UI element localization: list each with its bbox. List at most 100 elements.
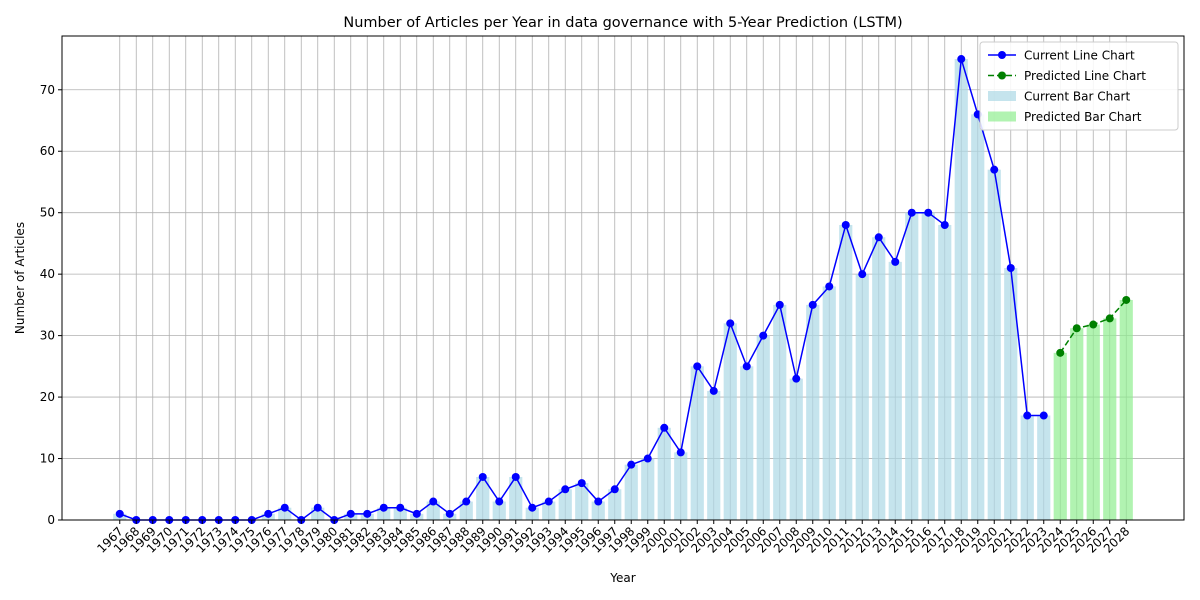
y-tick-label: 50 <box>40 206 55 220</box>
lines <box>115 55 1131 524</box>
bar <box>1086 324 1100 520</box>
point <box>115 509 124 518</box>
point <box>676 448 685 457</box>
bar <box>1119 299 1133 520</box>
bar <box>1053 352 1067 520</box>
point <box>940 220 949 229</box>
point <box>313 503 322 512</box>
point <box>610 485 619 494</box>
bar <box>558 489 572 520</box>
bar <box>954 59 968 521</box>
bar <box>987 169 1001 520</box>
point <box>1105 314 1114 323</box>
point <box>1089 320 1098 329</box>
y-axis-label: Number of Articles <box>13 222 27 334</box>
bar <box>707 390 721 520</box>
bar <box>971 114 985 520</box>
point <box>693 362 702 371</box>
y-tick-label: 60 <box>40 144 55 158</box>
point <box>957 55 966 64</box>
y-tick-label: 70 <box>40 83 55 97</box>
bar <box>1070 328 1084 520</box>
point <box>627 460 636 469</box>
point <box>495 497 504 506</box>
bar <box>492 501 506 520</box>
bar <box>756 335 770 520</box>
bar <box>459 501 473 520</box>
bar <box>509 476 523 520</box>
chart-title: Number of Articles per Year in data gove… <box>343 15 902 31</box>
x-axis-label: Year <box>609 571 635 585</box>
point <box>1056 348 1065 357</box>
bar <box>1037 415 1051 520</box>
bar <box>872 237 886 521</box>
bar <box>740 366 754 520</box>
point <box>412 509 421 518</box>
point <box>280 503 289 512</box>
point <box>825 282 834 291</box>
point <box>643 454 652 463</box>
point <box>429 497 438 506</box>
point <box>726 319 735 328</box>
point <box>577 479 586 488</box>
bar <box>839 224 853 520</box>
bar <box>393 507 407 520</box>
bar <box>608 489 622 520</box>
bar <box>888 261 902 520</box>
legend: Current Line Chart Predicted Line Chart Cu… <box>979 41 1179 131</box>
bar <box>657 427 671 520</box>
legend-marker <box>998 51 1006 59</box>
bar <box>624 464 638 520</box>
legend-box <box>979 41 1179 131</box>
bar <box>1103 318 1117 520</box>
point <box>363 509 372 518</box>
point <box>264 509 273 518</box>
point <box>1023 411 1032 420</box>
bar <box>855 274 869 520</box>
point <box>1122 295 1131 304</box>
bar <box>773 304 787 520</box>
point <box>907 208 916 217</box>
y-tick-label: 10 <box>40 452 55 466</box>
bar <box>377 507 391 520</box>
point <box>379 503 388 512</box>
point <box>561 485 570 494</box>
bar <box>921 212 935 520</box>
point <box>874 233 883 242</box>
bar <box>591 501 605 520</box>
legend-label: Predicted Line Chart <box>1024 69 1146 83</box>
point <box>759 331 768 340</box>
bar <box>822 286 836 520</box>
point <box>891 257 900 266</box>
bar <box>905 212 919 520</box>
bar <box>806 304 820 520</box>
bar <box>542 501 556 520</box>
point <box>544 497 553 506</box>
point <box>924 208 933 217</box>
point <box>478 472 487 481</box>
point <box>858 270 867 279</box>
point <box>594 497 603 506</box>
point <box>511 472 520 481</box>
point <box>346 509 355 518</box>
bar <box>690 366 704 520</box>
legend-swatch <box>988 111 1016 122</box>
point <box>775 300 784 309</box>
legend-label: Current Line Chart <box>1024 49 1135 63</box>
point <box>841 220 850 229</box>
point <box>709 386 718 395</box>
legend-marker <box>998 71 1006 80</box>
bar <box>426 501 440 520</box>
point <box>792 374 801 383</box>
bars <box>113 59 1133 521</box>
plot-frame <box>61 35 1185 521</box>
legend-label: Current Bar Chart <box>1024 90 1130 104</box>
bar <box>1020 415 1034 520</box>
point <box>1006 264 1015 273</box>
legend-label: Predicted Bar Chart <box>1024 110 1142 124</box>
y-tick-label: 0 <box>47 513 55 527</box>
bar <box>476 476 490 520</box>
bar <box>641 458 655 520</box>
point <box>462 497 471 506</box>
